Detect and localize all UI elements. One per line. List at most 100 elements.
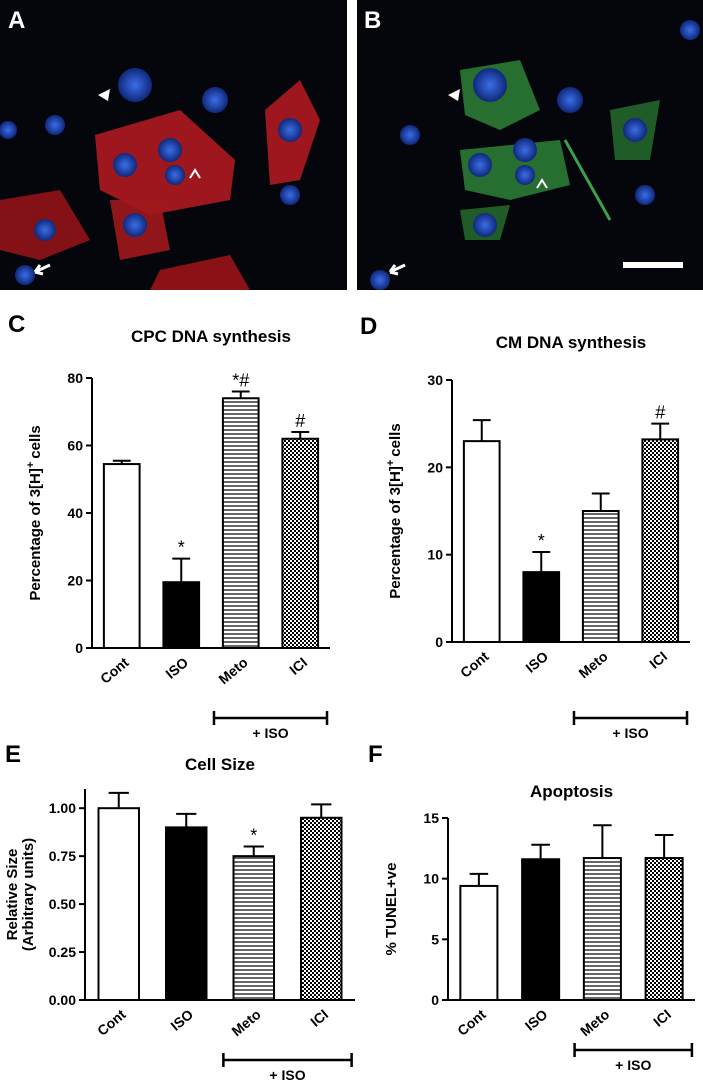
y-axis-label-part: Relative Size (4, 849, 21, 941)
bar-chart: D CM DNA synthesis 0 10 20 30 Percentage of 3[… (360, 313, 690, 741)
error-bar (108, 791, 129, 809)
bar (644, 857, 684, 1001)
x-tick-label: ISO (522, 648, 551, 676)
y-tick-label: 80 (67, 370, 83, 386)
y-axis-label-part: cells (387, 423, 404, 456)
error-bar (654, 833, 674, 859)
y-tick-label: 10 (427, 547, 443, 563)
y-axis-label-part: Percentage of 3[H] (387, 466, 404, 599)
micrograph-a: A (0, 0, 347, 290)
bar (300, 816, 343, 1001)
y-tick-label: 1.00 (49, 800, 76, 816)
y-axis-label: Percentage of 3[H]+ cells (385, 423, 404, 598)
bar (221, 397, 260, 649)
bar-chart: C CPC DNA synthesis 0 20 40 60 80 Percentage of… (8, 311, 330, 741)
x-tick-label: Cont (97, 654, 132, 687)
y-tick-label: 5 (431, 931, 439, 947)
x-tick-label: Cont (457, 648, 492, 681)
bar (97, 807, 140, 1001)
y-axis-label: Relative Size (4, 849, 21, 941)
bracket-label: + ISO (615, 1057, 651, 1073)
y-tick-label: 0.25 (49, 944, 76, 960)
significance-label: * (178, 538, 185, 558)
y-tick-label: 60 (67, 438, 83, 454)
panel-label: E (5, 741, 21, 768)
y-tick-label: 0 (75, 640, 83, 656)
error-bar (112, 459, 131, 465)
error-bar (472, 419, 491, 442)
x-tick-label: ISO (522, 1006, 551, 1034)
bracket-label: + ISO (269, 1067, 305, 1083)
y-axis-label-part: % TUNEL+ve (383, 863, 400, 956)
y-axis-label-part: Percentage of 3[H] (27, 468, 44, 601)
bracket (573, 1043, 694, 1057)
bar (459, 884, 499, 1001)
bar-chart: F Apoptosis 0 5 10 15 % TUNEL+ve Cont ISO Meto ICI… (368, 741, 695, 1073)
error-bar (532, 551, 551, 573)
micrograph-b: B (357, 0, 703, 290)
y-tick-label: 0.75 (49, 848, 76, 864)
x-tick-label: Meto (215, 654, 250, 687)
x-tick-label: ICI (307, 1006, 331, 1030)
y-tick-label: 30 (427, 372, 443, 388)
panel-label: D (360, 313, 377, 340)
error-bar (469, 872, 489, 886)
panel-label: A (8, 7, 25, 34)
y-tick-label: 20 (67, 573, 83, 589)
y-tick-label: 15 (423, 810, 439, 826)
x-tick-label: Meto (228, 1006, 263, 1039)
significance-label: * (250, 826, 257, 846)
x-tick-label: Cont (94, 1006, 129, 1039)
bar (281, 437, 320, 649)
bar (521, 858, 561, 1002)
bracket (212, 711, 329, 725)
x-tick-label: ICI (646, 648, 670, 672)
y-axis-label-part: + (385, 460, 397, 466)
error-bar (176, 812, 197, 828)
error-bar (311, 803, 332, 818)
bracket (222, 1053, 353, 1067)
chart-title: Apoptosis (530, 782, 613, 801)
bar (462, 440, 501, 643)
y-tick-label: 0.00 (49, 992, 76, 1008)
bar (232, 855, 275, 1001)
y-axis-label-part: + (25, 462, 37, 468)
bar (165, 826, 208, 1002)
error-bar (291, 431, 310, 439)
chart-title: CPC DNA synthesis (131, 327, 291, 346)
significance-label: *# (232, 371, 249, 391)
panel-label: C (8, 311, 25, 338)
bar (582, 857, 622, 1001)
bar (102, 463, 141, 649)
panel-label: F (368, 741, 383, 768)
y-axis-label: Percentage of 3[H]+ cells (25, 425, 44, 600)
error-bar (172, 557, 191, 583)
chart-title: CM DNA synthesis (496, 333, 647, 352)
significance-label: # (655, 403, 665, 423)
bar-chart: E Cell Size 0.00 0.25 0.50 0.75 1.00 Relative S… (4, 741, 355, 1083)
x-tick-label: ISO (167, 1006, 196, 1034)
bar (641, 438, 680, 643)
bar (162, 581, 201, 649)
panel-label: B (364, 7, 381, 34)
significance-label: * (538, 531, 545, 551)
y-axis-label: % TUNEL+ve (383, 863, 400, 956)
y-tick-label: 10 (423, 871, 439, 887)
x-tick-label: Meto (577, 1006, 612, 1039)
x-tick-label: ICI (286, 654, 310, 678)
error-bar (231, 390, 250, 399)
y-tick-label: 0.50 (49, 896, 76, 912)
y-tick-label: 0 (435, 634, 443, 650)
error-bar (591, 492, 610, 511)
bracket-label: + ISO (252, 725, 288, 741)
y-axis-label-part: cells (27, 425, 44, 458)
error-bar (651, 422, 670, 440)
bracket-label: + ISO (612, 725, 648, 741)
chart-title: Cell Size (185, 755, 255, 774)
error-bar (243, 845, 264, 857)
error-bar (531, 843, 550, 860)
y-tick-label: 0 (431, 992, 439, 1008)
bracket (572, 711, 689, 725)
